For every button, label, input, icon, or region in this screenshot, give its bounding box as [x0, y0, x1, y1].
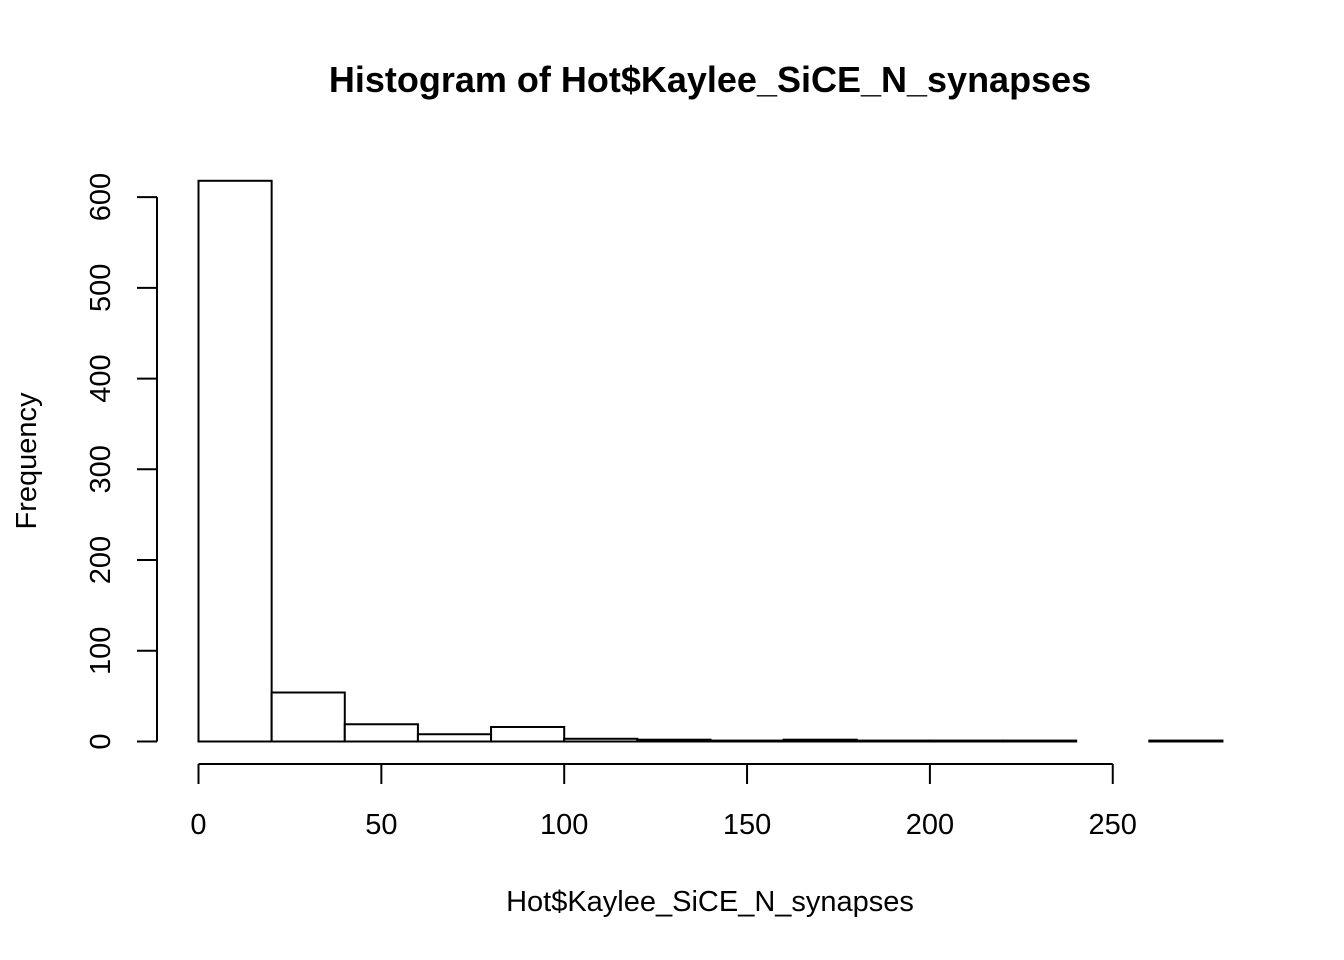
x-tick-label: 250 — [1089, 809, 1137, 841]
y-tick-label: 300 — [85, 445, 117, 493]
histogram-bar — [709, 739, 785, 743]
x-axis-label: Hot$Kaylee_SiCE_N_synapses — [506, 886, 914, 918]
y-tick-label: 200 — [85, 536, 117, 584]
y-tick-label: 100 — [85, 627, 117, 675]
y-tick-label: 400 — [85, 354, 117, 402]
x-axis: 0 50 100 150 200 250 — [190, 763, 1137, 841]
y-tick-label: 600 — [85, 173, 117, 221]
x-tick-label: 0 — [190, 809, 206, 841]
histogram-bar — [416, 733, 493, 743]
x-tick-label: 100 — [540, 809, 588, 841]
histogram-bar — [563, 737, 639, 743]
histogram-bar — [343, 723, 419, 743]
x-tick-label: 50 — [365, 809, 397, 841]
y-tick-label: 0 — [85, 733, 117, 749]
histogram-bar — [636, 738, 712, 743]
bars-group — [197, 179, 1224, 743]
chart-title: Histogram of Hot$Kaylee_SiCE_N_synapses — [329, 59, 1091, 100]
histogram-bar — [1002, 739, 1078, 743]
x-tick-label: 200 — [906, 809, 954, 841]
histogram-bar — [1148, 739, 1224, 743]
histogram-bar — [782, 738, 858, 743]
x-tick-label: 150 — [723, 809, 771, 841]
histogram-bar — [197, 179, 273, 743]
y-axis-label: Frequency — [11, 392, 43, 530]
histogram-bar — [270, 691, 346, 743]
histogram-bar — [855, 739, 931, 743]
y-tick-label: 500 — [85, 264, 117, 312]
histogram-bar — [928, 739, 1005, 743]
y-axis: 0 100 200 300 400 500 600 — [85, 173, 158, 750]
histogram-bar — [490, 725, 566, 743]
